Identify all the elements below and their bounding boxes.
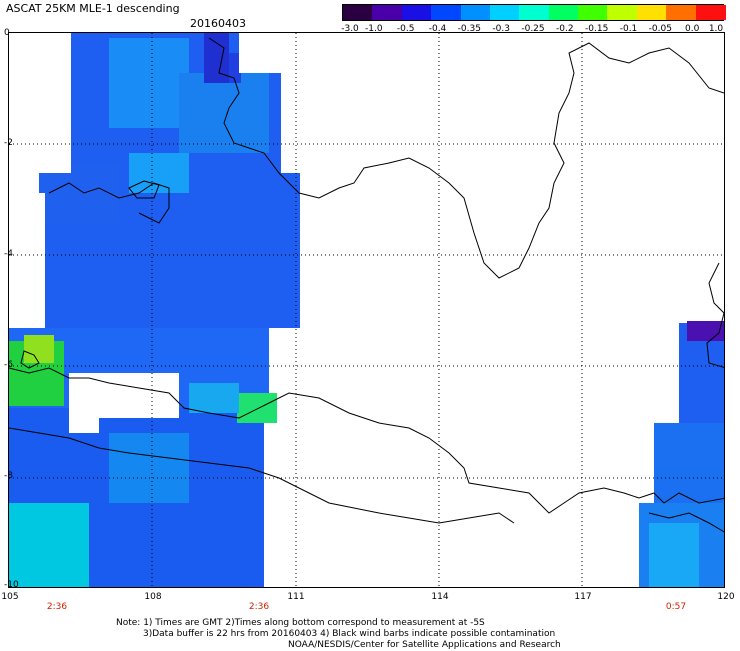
colorbar-label: -0.4 xyxy=(428,24,447,34)
x-tick-label: 108 xyxy=(144,592,162,602)
map-title: ASCAT 25KM MLE-1 descending xyxy=(6,2,180,15)
x-tick-label: 105 xyxy=(1,592,19,602)
note-line-1: Note: 1) Times are GMT 2)Times along bot… xyxy=(116,618,485,628)
note-line-2: 3)Data buffer is 22 hrs from 20160403 4)… xyxy=(143,629,556,639)
colorbar-segment xyxy=(519,5,550,20)
colorbar-label: -0.35 xyxy=(457,24,481,34)
colorbar-segment xyxy=(636,5,668,20)
map-canvas xyxy=(9,33,724,587)
time-label: 2:36 xyxy=(248,602,270,612)
colorbar-segment xyxy=(489,5,521,20)
swath-left xyxy=(9,33,320,587)
time-label: 0:57 xyxy=(665,602,687,612)
note-line-3: NOAA/NESDIS/Center for Satellite Applica… xyxy=(288,640,561,650)
y-tick-label: -8 xyxy=(4,471,13,481)
colorbar-label: -0.15 xyxy=(585,24,609,34)
grid-lines xyxy=(9,33,724,587)
coastlines xyxy=(9,37,724,533)
colorbar-label: -0.25 xyxy=(521,24,545,34)
colorbar-label: -0.3 xyxy=(492,24,510,34)
colorbar-segment xyxy=(343,5,374,20)
x-tick-label: 114 xyxy=(431,592,449,602)
colorbar-segment xyxy=(460,5,491,20)
colorbar-label: -3.0 xyxy=(341,24,359,34)
colorbar-label: 1.0 xyxy=(708,24,724,34)
colorbar-label: -0.1 xyxy=(619,24,638,34)
colorbar-label: -0.2 xyxy=(556,24,574,34)
map-frame xyxy=(8,32,725,588)
colorbar-segment xyxy=(666,5,697,20)
colorbar-segment xyxy=(578,5,609,20)
x-tick-label: 111 xyxy=(287,592,305,602)
map-date: 20160403 xyxy=(190,17,246,30)
y-tick-label: -6 xyxy=(4,360,13,370)
colorbar-segment xyxy=(401,5,433,20)
colorbar-label: -0.5 xyxy=(396,24,415,34)
colorbar-label: -1.0 xyxy=(365,24,383,34)
colorbar-segment xyxy=(695,5,726,20)
swath-right xyxy=(639,321,724,587)
colorbar-segment xyxy=(548,5,580,20)
time-label: 2:36 xyxy=(46,602,68,612)
colorbar-labels: -3.0 -1.0 -0.5 -0.4 -0.35 -0.3 -0.25 -0.2 -0.15-… xyxy=(341,0,724,40)
x-tick-label: 120 xyxy=(717,592,735,602)
y-tick-label: 0 xyxy=(4,28,10,38)
colorbar-label: -0.05 xyxy=(648,24,672,34)
colorbar-segment xyxy=(372,5,403,20)
colorbar-label: 0.0 xyxy=(684,24,700,34)
y-tick-label: -10 xyxy=(4,580,19,590)
colorbar-segment xyxy=(431,5,462,20)
colorbar-segment xyxy=(607,5,638,20)
y-tick-label: -2 xyxy=(4,138,13,148)
x-tick-label: 117 xyxy=(574,592,592,602)
colorbar xyxy=(342,4,726,21)
y-tick-label: -4 xyxy=(4,249,13,259)
